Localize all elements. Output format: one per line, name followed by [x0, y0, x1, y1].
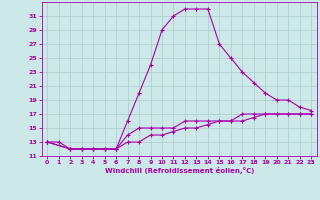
X-axis label: Windchill (Refroidissement éolien,°C): Windchill (Refroidissement éolien,°C)	[105, 167, 254, 174]
